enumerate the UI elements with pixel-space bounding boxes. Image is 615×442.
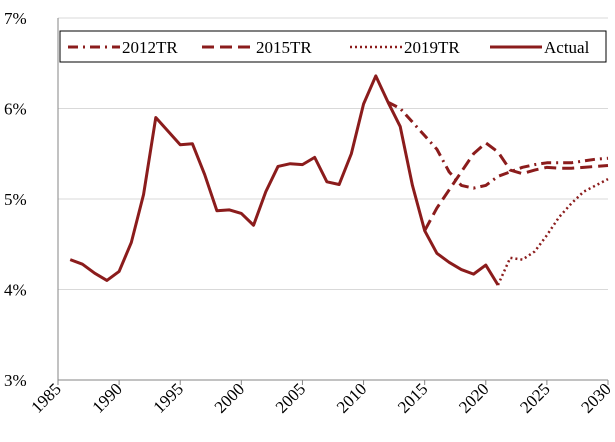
x-tick-label: 2010: [333, 379, 370, 416]
y-tick-label: 7%: [4, 9, 27, 28]
y-tick-label: 6%: [4, 100, 27, 119]
x-tick-label: 1995: [150, 379, 187, 416]
series-line: [496, 177, 609, 286]
x-tick-label: 2030: [577, 379, 614, 416]
x-tick-label: 1985: [27, 379, 64, 416]
x-tick-label: 2000: [211, 379, 248, 416]
x-tick-label: 2015: [394, 379, 431, 416]
x-tick-label: 2025: [516, 379, 553, 416]
x-tick-label: 2005: [272, 379, 309, 416]
series-line: [423, 141, 609, 232]
y-tick-label: 3%: [4, 371, 27, 390]
x-tick-label: 2020: [455, 379, 492, 416]
legend-label: 2015TR: [256, 38, 312, 57]
y-tick-label: 4%: [4, 281, 27, 300]
legend-label: 2012TR: [122, 38, 178, 57]
legend-label: Actual: [544, 38, 590, 57]
series-line: [69, 74, 500, 286]
y-tick-label: 5%: [4, 190, 27, 209]
legend-label: 2019TR: [404, 38, 460, 57]
series-line: [387, 100, 609, 190]
x-tick-label: 1990: [88, 379, 125, 416]
